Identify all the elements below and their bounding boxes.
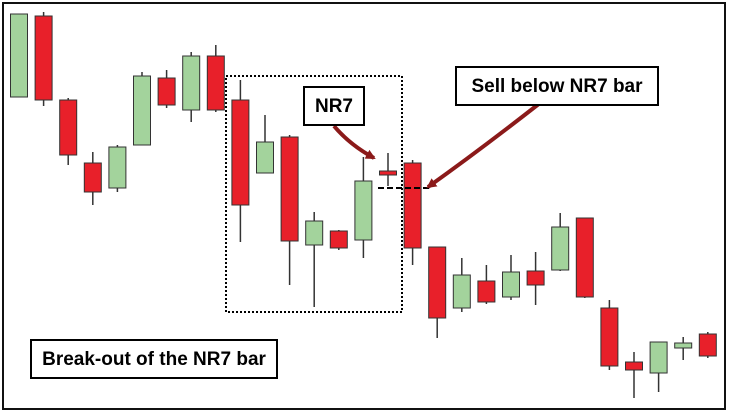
sell-box [455, 66, 659, 106]
candle-body [452, 274, 471, 309]
candle-body [10, 13, 28, 98]
candle-body [575, 217, 594, 298]
candle-body [477, 280, 496, 303]
candle-body [83, 162, 102, 193]
candle-body [698, 333, 717, 357]
candle-body [231, 99, 250, 206]
candle-body [354, 180, 373, 241]
candle-body [34, 15, 53, 101]
candle-body [379, 170, 397, 176]
candle-body [329, 230, 348, 249]
nr7-arrow [332, 124, 376, 160]
candle-body [625, 361, 643, 371]
candle-body [428, 246, 447, 319]
breakout-label: Break-out of the NR7 bar [42, 349, 266, 370]
candle-body [182, 55, 201, 111]
sell-label: Sell below NR7 bar [471, 76, 643, 97]
candle-body [157, 77, 176, 106]
candle-body [256, 141, 274, 174]
candle-body [674, 342, 693, 349]
candle-body [133, 75, 151, 146]
candle-body [649, 341, 668, 374]
candle-body [206, 55, 225, 111]
sell-arrow [426, 101, 542, 189]
candle-body [280, 136, 299, 242]
candle-body [108, 146, 127, 189]
breakout-box [30, 339, 278, 379]
candle-body [600, 307, 619, 367]
nr7-box [303, 86, 365, 126]
candle-body [526, 270, 545, 286]
candle-body [403, 162, 422, 249]
candles [10, 12, 717, 398]
candle-body [59, 99, 78, 156]
candle-body [551, 226, 570, 271]
nr7-label: NR7 [315, 96, 353, 117]
candle-body [502, 271, 520, 298]
nr7-window [225, 75, 403, 313]
candle-body [305, 220, 324, 246]
